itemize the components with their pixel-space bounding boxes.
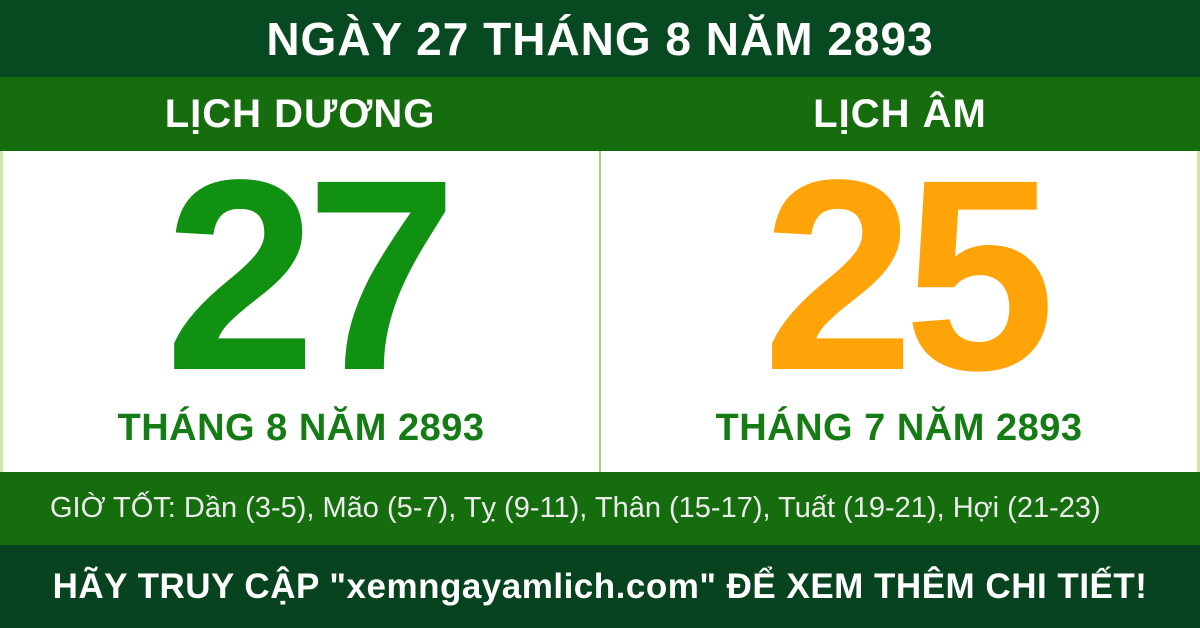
lunar-panel: 25 THÁNG 7 NĂM 2893 [599, 151, 1197, 472]
solar-calendar-label: LỊCH DƯƠNG [164, 91, 436, 136]
lunar-day-number: 25 [762, 151, 1056, 427]
solar-month-year: THÁNG 8 NĂM 2893 [117, 407, 485, 449]
lunar-month-year: THÁNG 7 NĂM 2893 [715, 407, 1083, 449]
date-title-bar: NGÀY 27 THÁNG 8 NĂM 2893 [0, 0, 1200, 77]
lunar-calendar-header: LỊCH ÂM [600, 77, 1200, 151]
solar-panel: 27 THÁNG 8 NĂM 2893 [3, 151, 599, 472]
footer-banner: HÃY TRUY CẬP "xemngayamlich.com" ĐỂ XEM … [0, 545, 1200, 628]
page-title: NGÀY 27 THÁNG 8 NĂM 2893 [266, 12, 934, 65]
good-hours-bar: GIỜ TỐT: Dần (3-5), Mão (5-7), Tỵ (9-11)… [0, 472, 1200, 545]
good-hours-text: GIỜ TỐT: Dần (3-5), Mão (5-7), Tỵ (9-11)… [50, 492, 1101, 524]
calendar-body: 27 THÁNG 8 NĂM 2893 25 THÁNG 7 NĂM 2893 [0, 151, 1200, 472]
footer-text: HÃY TRUY CẬP "xemngayamlich.com" ĐỂ XEM … [52, 566, 1148, 606]
calendar-type-header: LỊCH DƯƠNG LỊCH ÂM [0, 77, 1200, 151]
solar-calendar-header: LỊCH DƯƠNG [0, 77, 600, 151]
lunar-calendar-label: LỊCH ÂM [813, 91, 987, 136]
solar-day-number: 27 [164, 151, 458, 427]
